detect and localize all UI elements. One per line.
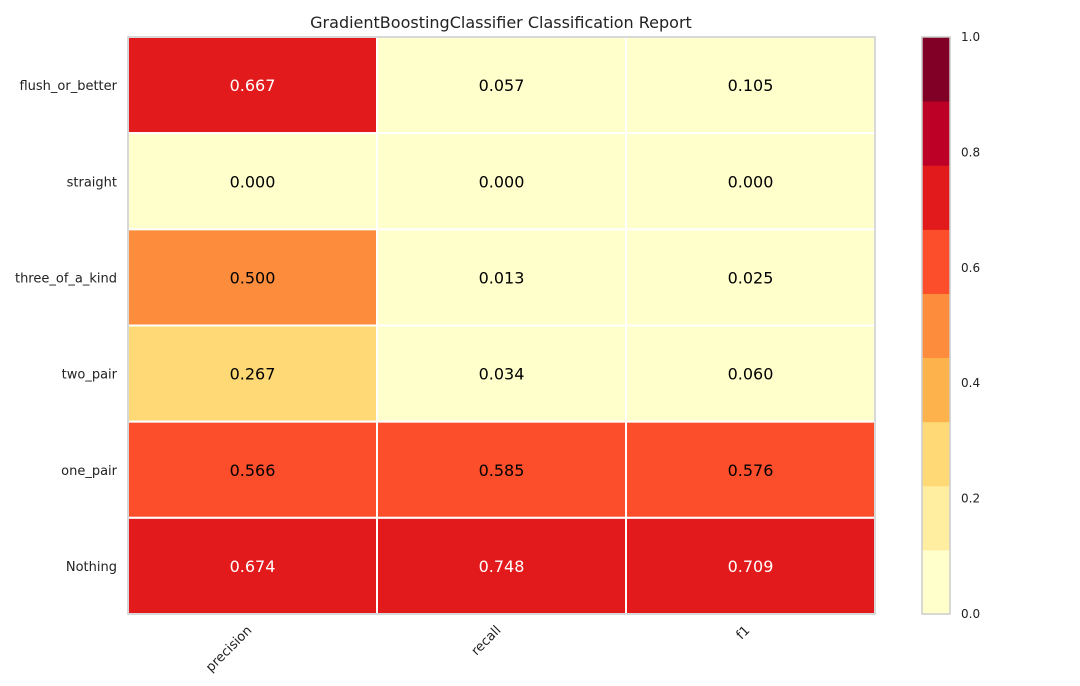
colorbar-frame	[921, 36, 951, 615]
cell-value-label: 0.667	[230, 76, 276, 95]
colorbar-tick-label: 0.6	[961, 261, 980, 275]
colorbar-segment	[922, 165, 950, 230]
colorbar-segment	[922, 229, 950, 294]
column-label-precision: precision	[203, 623, 255, 675]
cell-value-label: 0.000	[728, 172, 774, 191]
colorbar-tick-label: 0.8	[961, 145, 980, 159]
column-label-f1: f1	[734, 623, 754, 643]
cell-value-label: 0.105	[728, 76, 774, 95]
cell-value-label: 0.267	[230, 365, 276, 384]
colorbar-tick-label: 0.2	[961, 492, 980, 506]
colorbar-segment	[922, 37, 950, 102]
row-label-one_pair: one_pair	[61, 464, 118, 479]
cell-value-label: 0.674	[230, 557, 276, 576]
row-label-two_pair: two_pair	[62, 368, 118, 383]
cell-value-label: 0.013	[479, 268, 525, 287]
cell-value-label: 0.576	[728, 461, 774, 480]
cell-value-label: 0.000	[230, 172, 276, 191]
plot-frame	[127, 36, 876, 615]
colorbar-tick-label: 0.4	[961, 376, 980, 390]
cell-value-label: 0.060	[728, 365, 774, 384]
cell-value-label: 0.025	[728, 268, 774, 287]
heatmap-cell-Nothing-recall	[376, 516, 627, 615]
cell-value-label: 0.709	[728, 557, 774, 576]
cell-value-label: 0.748	[479, 557, 525, 576]
heatmap-cell-two_pair-f1	[625, 324, 876, 423]
heatmap-cell-three_of_a_kind-recall	[376, 228, 627, 327]
chart-title: GradientBoostingClassifier Classificatio…	[310, 13, 692, 32]
heatmap-cell-flush_or_better-precision	[127, 36, 378, 135]
colorbar-segment	[922, 549, 950, 615]
row-label-straight: straight	[67, 175, 117, 190]
colorbar-segment	[922, 421, 950, 487]
colorbar-segment	[922, 293, 950, 359]
row-label-Nothing: Nothing	[66, 560, 117, 575]
heatmap-cell-flush_or_better-recall	[376, 36, 627, 135]
cell-value-label: 0.566	[230, 461, 276, 480]
colorbar-segment	[922, 101, 950, 166]
heatmap-cell-straight-f1	[625, 132, 876, 231]
cell-value-label: 0.057	[479, 76, 525, 95]
cell-value-label: 0.585	[479, 461, 525, 480]
cell-value-label: 0.000	[479, 172, 525, 191]
heatmap-cell-Nothing-f1	[625, 516, 876, 615]
cell-value-label: 0.500	[230, 268, 276, 287]
row-label-three_of_a_kind: three_of_a_kind	[15, 271, 117, 286]
row-label-flush_or_better: flush_or_better	[19, 79, 117, 94]
heatmap-cell-two_pair-precision	[127, 324, 378, 423]
heatmap-cell-straight-precision	[127, 132, 378, 231]
colorbar-tick-label: 1.0	[961, 30, 980, 44]
colorbar-segment	[922, 485, 950, 551]
column-label-recall: recall	[469, 623, 505, 659]
cell-value-label: 0.034	[479, 365, 525, 384]
colorbar-segment	[922, 357, 950, 423]
heatmap-cell-one_pair-recall	[376, 420, 627, 519]
colorbar-tick-label: 0.0	[961, 607, 980, 621]
